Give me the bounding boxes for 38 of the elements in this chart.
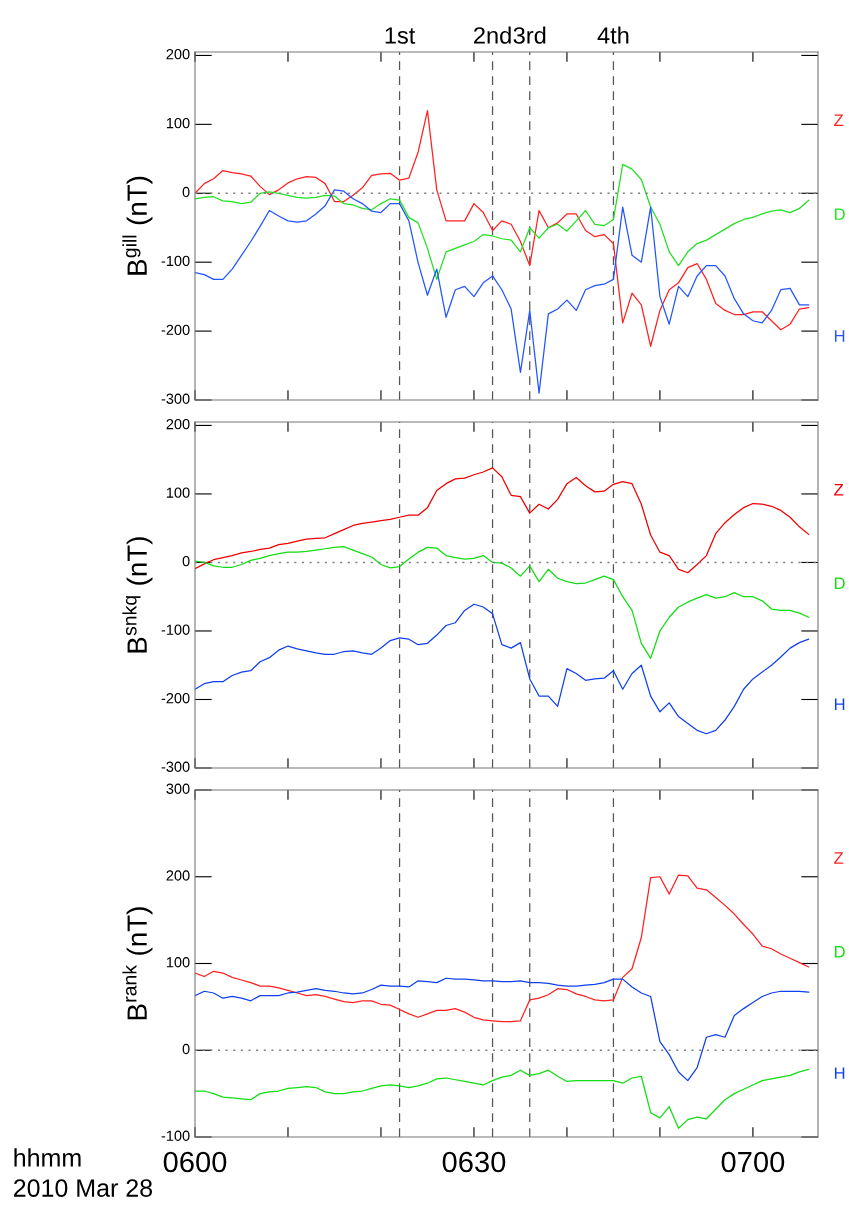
y-tick-label: 100 [166, 487, 190, 498]
y-tick-label: -100 [161, 624, 190, 635]
y-tick-label: 200 [166, 49, 190, 60]
text: Z [834, 114, 844, 126]
y-tick-label: -100 [161, 1130, 190, 1141]
text: H [834, 698, 845, 711]
text: 2010 Mar 28 [13, 1179, 153, 1197]
text: Z [834, 484, 844, 496]
y-axis-title: B$^{snkq}$ (nT) [122, 537, 153, 653]
x-tick-label: 0600 [163, 1151, 227, 1173]
y-tick-label: -200 [161, 693, 190, 704]
x-tick-label: 0630 [442, 1151, 506, 1173]
y-tick-label: -300 [161, 393, 190, 404]
text: D [834, 577, 845, 589]
y-tick-label: 0 [182, 1043, 190, 1055]
y-tick-label: 100 [166, 957, 190, 968]
y-axis-title: B$^{gill}$ (nT) [122, 176, 153, 275]
y-axis-title: B$^{rank}$ (nT) [122, 907, 153, 1020]
ref-line-label: 1st [385, 27, 416, 44]
text: Z [834, 852, 844, 864]
text: hhmm [14, 1148, 81, 1167]
series-label: D [834, 208, 845, 220]
y-tick-label: -300 [161, 761, 190, 772]
y-tick-label: 200 [166, 419, 190, 430]
y-tick-label: 300 [166, 783, 190, 794]
text: H [834, 330, 845, 342]
ref-line-label: 4th [597, 26, 629, 44]
text: H [834, 1067, 845, 1079]
y-tick-label: 0 [182, 556, 190, 567]
y-tick-label: 200 [166, 870, 190, 881]
y-tick-label: 100 [166, 117, 190, 129]
ref-line-label: 3rd [513, 26, 546, 44]
y-tick-label: 0 [182, 186, 190, 198]
y-tick-label: -200 [161, 324, 190, 335]
y-tick-label: -100 [161, 255, 190, 267]
x-tick-label: 0700 [721, 1151, 785, 1173]
text: D [834, 945, 845, 958]
ref-line-label: 2nd [474, 26, 511, 44]
